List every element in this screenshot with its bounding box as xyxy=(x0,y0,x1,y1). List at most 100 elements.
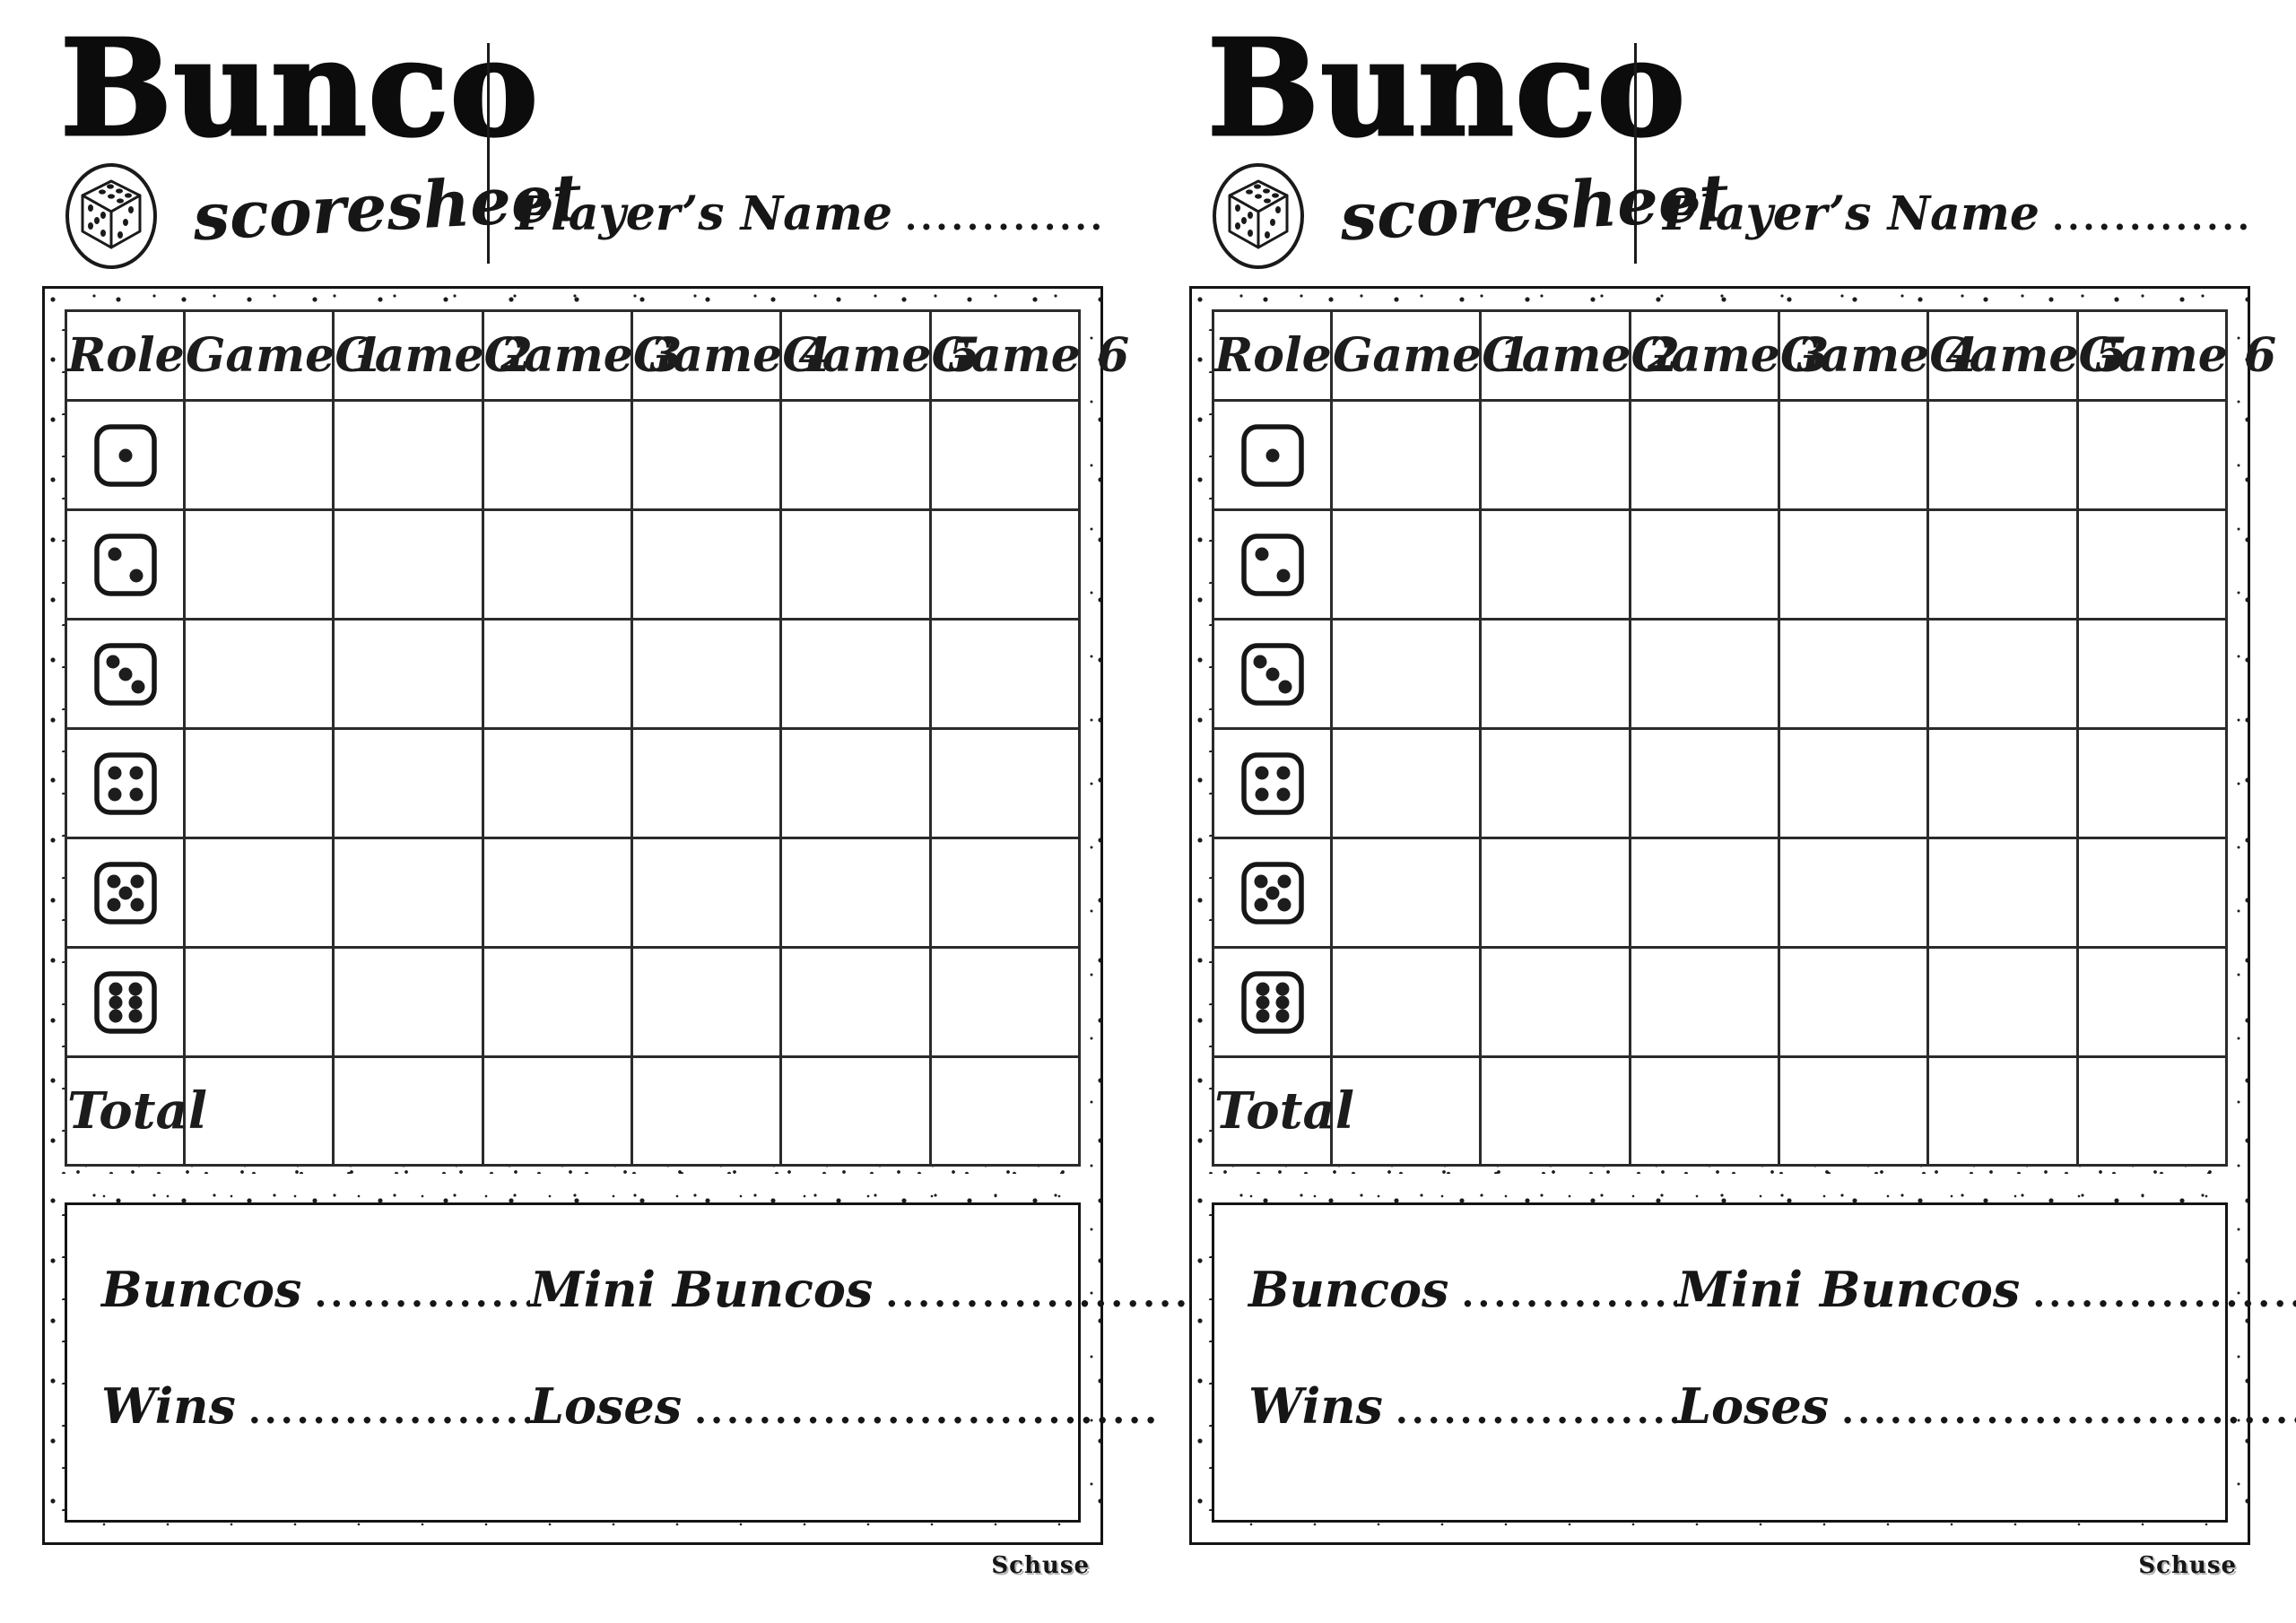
total-cell[interactable] xyxy=(2075,1055,2229,1167)
buncos-fill-line[interactable]: ................. xyxy=(1461,1277,1677,1313)
score-cell[interactable] xyxy=(1777,837,1930,949)
score-cell[interactable] xyxy=(1479,727,1631,839)
score-cell[interactable] xyxy=(2075,399,2229,511)
score-cell[interactable] xyxy=(332,399,484,511)
score-cell[interactable] xyxy=(928,727,1082,839)
mini-buncos-fill-line[interactable]: .................... xyxy=(885,1277,1207,1313)
score-cell[interactable] xyxy=(481,727,633,839)
total-cell[interactable] xyxy=(779,1055,932,1167)
score-cell[interactable] xyxy=(1777,399,1930,511)
score-cell[interactable] xyxy=(1329,618,1483,730)
total-cell[interactable] xyxy=(928,1055,1082,1167)
score-cell[interactable] xyxy=(481,618,633,730)
score-cell[interactable] xyxy=(481,946,633,1058)
score-cell[interactable] xyxy=(1479,508,1631,621)
score-cell[interactable] xyxy=(1926,618,2079,730)
score-cell[interactable] xyxy=(1329,399,1483,511)
total-cell[interactable] xyxy=(332,1055,484,1167)
score-cell[interactable] xyxy=(630,837,783,949)
score-cell[interactable] xyxy=(779,946,932,1058)
score-cell[interactable] xyxy=(1777,727,1930,839)
score-cell[interactable] xyxy=(1329,727,1483,839)
score-cell[interactable] xyxy=(1926,727,2079,839)
score-cell[interactable] xyxy=(481,508,633,621)
score-cell[interactable] xyxy=(481,837,633,949)
score-cell[interactable] xyxy=(779,399,932,511)
total-cell[interactable] xyxy=(1329,1055,1483,1167)
score-cell[interactable] xyxy=(332,508,484,621)
score-cell[interactable] xyxy=(928,946,1082,1058)
score-cell[interactable] xyxy=(630,946,783,1058)
player-name-fill-line[interactable]: ........................................… xyxy=(2051,201,2248,235)
wins-label: Wins xyxy=(101,1377,236,1435)
score-cell[interactable] xyxy=(779,837,932,949)
total-cell[interactable] xyxy=(1628,1055,1780,1167)
score-cell[interactable] xyxy=(1628,727,1780,839)
score-cell[interactable] xyxy=(630,727,783,839)
total-cell[interactable] xyxy=(1479,1055,1631,1167)
score-cell[interactable] xyxy=(1329,946,1483,1058)
score-cell[interactable] xyxy=(928,399,1082,511)
score-cell[interactable] xyxy=(1926,508,2079,621)
total-cell[interactable] xyxy=(1777,1055,1930,1167)
score-cell[interactable] xyxy=(779,727,932,839)
score-cell[interactable] xyxy=(2075,727,2229,839)
score-cell[interactable] xyxy=(182,399,335,511)
score-cell[interactable] xyxy=(481,399,633,511)
score-cell[interactable] xyxy=(928,618,1082,730)
player-name-fill-line[interactable]: ........................................… xyxy=(904,201,1100,235)
score-cell[interactable] xyxy=(182,618,335,730)
score-cell[interactable] xyxy=(630,618,783,730)
score-cell[interactable] xyxy=(1628,837,1780,949)
wins-fill-line[interactable]: ..................... xyxy=(1395,1393,1677,1429)
score-cell[interactable] xyxy=(1628,946,1780,1058)
score-cell[interactable] xyxy=(630,508,783,621)
score-cell[interactable] xyxy=(1926,399,2079,511)
total-cell[interactable] xyxy=(630,1055,783,1167)
score-cell[interactable] xyxy=(2075,837,2229,949)
score-cell[interactable] xyxy=(182,508,335,621)
total-cell[interactable] xyxy=(1926,1055,2079,1167)
total-cell[interactable] xyxy=(481,1055,633,1167)
score-cell[interactable] xyxy=(1479,837,1631,949)
score-cell[interactable] xyxy=(1777,946,1930,1058)
buncos-fill-line[interactable]: ................. xyxy=(314,1277,530,1313)
score-cell[interactable] xyxy=(1777,508,1930,621)
score-cell[interactable] xyxy=(2075,508,2229,621)
score-cell[interactable] xyxy=(332,618,484,730)
score-cell[interactable] xyxy=(332,946,484,1058)
loses-fill-line[interactable]: ............................. xyxy=(1841,1393,2296,1429)
score-cell[interactable] xyxy=(182,946,335,1058)
score-cell[interactable] xyxy=(1926,946,2079,1058)
loses-fill-line[interactable]: ............................. xyxy=(694,1393,1161,1429)
score-cell[interactable] xyxy=(1628,508,1780,621)
score-cell[interactable] xyxy=(1628,399,1780,511)
mini-buncos-fill-line[interactable]: .................... xyxy=(2032,1277,2296,1313)
total-cell[interactable] xyxy=(182,1055,335,1167)
score-cell[interactable] xyxy=(1329,837,1483,949)
score-cell[interactable] xyxy=(2075,618,2229,730)
score-cell[interactable] xyxy=(1479,618,1631,730)
column-header-role: Role xyxy=(65,309,186,402)
scoresheet-right: Bunco scoresheet Player’s Name .........… xyxy=(1189,0,2296,1623)
score-cell[interactable] xyxy=(182,837,335,949)
score-cell[interactable] xyxy=(1628,618,1780,730)
score-cell[interactable] xyxy=(1329,508,1483,621)
player-name-label: Player’s Name xyxy=(516,187,892,241)
score-cell[interactable] xyxy=(332,837,484,949)
die-1-icon xyxy=(65,399,186,511)
score-cell[interactable] xyxy=(630,399,783,511)
score-cell[interactable] xyxy=(928,837,1082,949)
score-cell[interactable] xyxy=(2075,946,2229,1058)
score-cell[interactable] xyxy=(332,727,484,839)
score-cell[interactable] xyxy=(928,508,1082,621)
score-cell[interactable] xyxy=(1926,837,2079,949)
score-cell[interactable] xyxy=(1479,399,1631,511)
score-cell[interactable] xyxy=(1777,618,1930,730)
score-cell[interactable] xyxy=(1479,946,1631,1058)
score-cell[interactable] xyxy=(779,508,932,621)
wins-fill-line[interactable]: ..................... xyxy=(248,1393,530,1429)
score-cell[interactable] xyxy=(182,727,335,839)
score-cell[interactable] xyxy=(779,618,932,730)
